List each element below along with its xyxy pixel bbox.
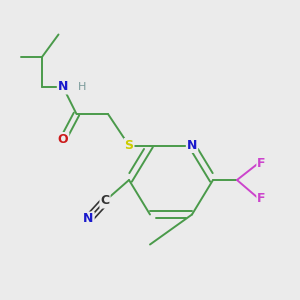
Text: H: H	[78, 82, 87, 92]
Text: N: N	[58, 80, 68, 94]
Text: F: F	[257, 157, 266, 170]
Text: S: S	[124, 139, 134, 152]
Text: C: C	[100, 194, 109, 208]
Text: N: N	[187, 139, 197, 152]
Text: O: O	[58, 133, 68, 146]
Text: F: F	[257, 191, 266, 205]
Text: N: N	[83, 212, 94, 226]
